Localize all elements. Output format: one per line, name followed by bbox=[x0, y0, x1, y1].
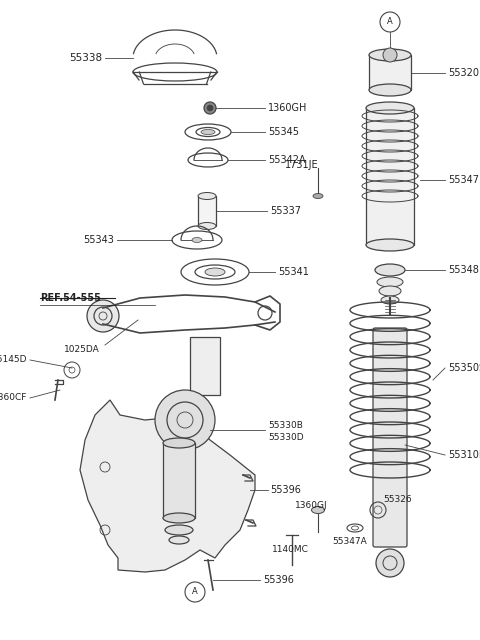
Text: 55347: 55347 bbox=[448, 175, 479, 185]
Ellipse shape bbox=[379, 286, 401, 296]
Text: 55330D: 55330D bbox=[268, 433, 304, 442]
Polygon shape bbox=[80, 400, 255, 572]
Circle shape bbox=[155, 390, 215, 450]
Text: 55396: 55396 bbox=[263, 575, 294, 585]
Text: 55348: 55348 bbox=[448, 265, 479, 275]
Text: 55320: 55320 bbox=[448, 67, 479, 77]
Text: 1731JE: 1731JE bbox=[285, 160, 319, 170]
FancyBboxPatch shape bbox=[373, 328, 407, 547]
Ellipse shape bbox=[366, 239, 414, 251]
Text: 1140MC: 1140MC bbox=[272, 545, 309, 554]
Text: 55145D: 55145D bbox=[0, 355, 27, 365]
Circle shape bbox=[383, 48, 397, 62]
Text: 55345: 55345 bbox=[268, 127, 299, 137]
Text: 55330B: 55330B bbox=[268, 422, 303, 431]
Text: 55350S: 55350S bbox=[448, 363, 480, 373]
Ellipse shape bbox=[313, 193, 323, 198]
Text: 55396: 55396 bbox=[270, 485, 301, 495]
Ellipse shape bbox=[201, 129, 215, 134]
FancyBboxPatch shape bbox=[369, 55, 411, 90]
FancyBboxPatch shape bbox=[163, 443, 195, 518]
Text: 55343: 55343 bbox=[83, 235, 114, 245]
Text: 55341: 55341 bbox=[278, 267, 309, 277]
Ellipse shape bbox=[192, 237, 202, 243]
Ellipse shape bbox=[312, 506, 324, 513]
Text: A: A bbox=[387, 17, 393, 26]
FancyBboxPatch shape bbox=[190, 337, 220, 395]
Text: 55342A: 55342A bbox=[268, 155, 306, 165]
Ellipse shape bbox=[169, 536, 189, 544]
Text: 55326: 55326 bbox=[383, 495, 412, 504]
Circle shape bbox=[87, 300, 119, 332]
FancyBboxPatch shape bbox=[366, 108, 414, 245]
Ellipse shape bbox=[381, 296, 399, 304]
Ellipse shape bbox=[369, 49, 411, 61]
Text: REF.54-555: REF.54-555 bbox=[40, 293, 101, 303]
FancyBboxPatch shape bbox=[198, 196, 216, 226]
Ellipse shape bbox=[205, 268, 225, 276]
Text: 1360GH: 1360GH bbox=[268, 103, 307, 113]
Text: 55310E: 55310E bbox=[448, 450, 480, 460]
Ellipse shape bbox=[163, 513, 195, 523]
Text: 55337: 55337 bbox=[270, 206, 301, 216]
Text: 55338: 55338 bbox=[69, 53, 102, 63]
Circle shape bbox=[376, 549, 404, 577]
Ellipse shape bbox=[198, 193, 216, 200]
Circle shape bbox=[204, 102, 216, 114]
Text: 1360GJ: 1360GJ bbox=[295, 500, 328, 509]
Text: 55347A: 55347A bbox=[333, 538, 367, 547]
Ellipse shape bbox=[366, 102, 414, 114]
Ellipse shape bbox=[377, 277, 403, 287]
Text: 1025DA: 1025DA bbox=[64, 346, 100, 355]
Circle shape bbox=[207, 105, 213, 111]
Text: A: A bbox=[192, 588, 198, 596]
Ellipse shape bbox=[375, 264, 405, 276]
Text: 1360CF: 1360CF bbox=[0, 394, 27, 403]
Ellipse shape bbox=[163, 438, 195, 448]
Ellipse shape bbox=[198, 223, 216, 230]
Ellipse shape bbox=[165, 525, 193, 535]
Ellipse shape bbox=[369, 84, 411, 96]
